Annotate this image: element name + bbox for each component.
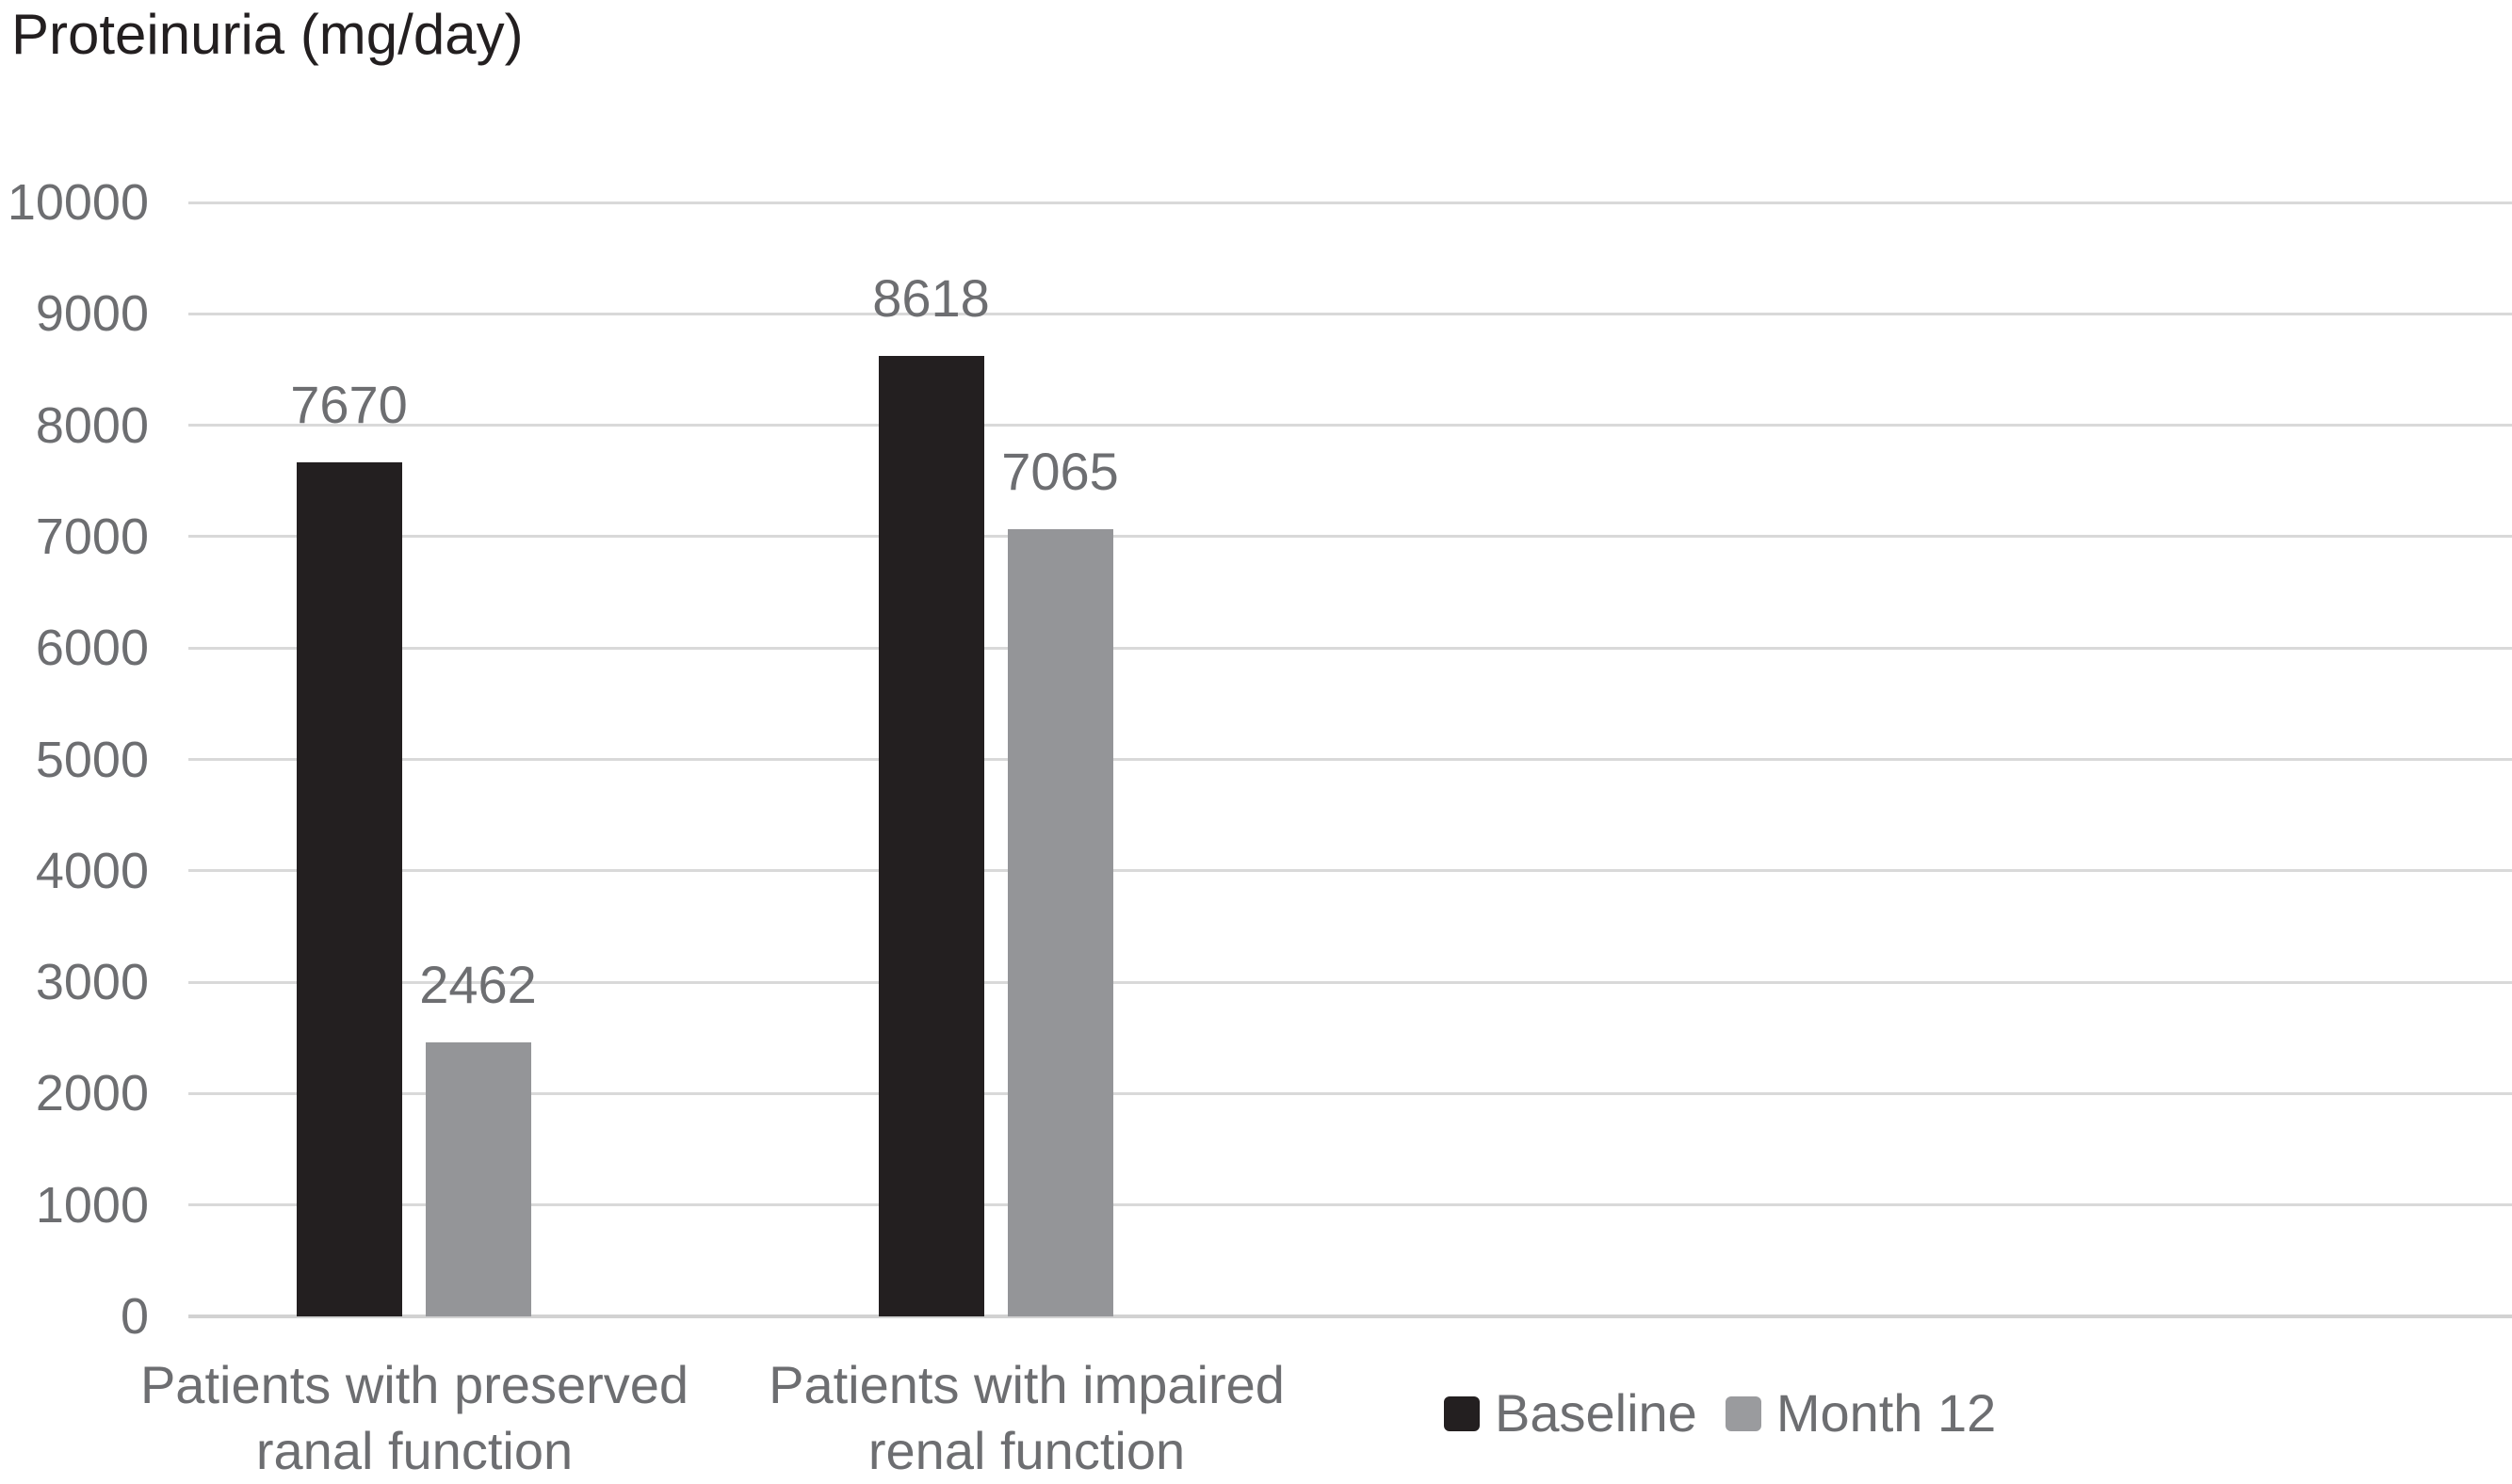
x-axis-line [188,1315,2512,1318]
gridline-9000 [188,312,2512,315]
gridline-5000 [188,758,2512,761]
y-tick-label-7000: 7000 [35,508,149,565]
legend-item-month-12: Month 12 [1725,1383,1997,1443]
bar-month-12-group2 [1007,529,1113,1316]
legend-label: Baseline [1495,1383,1697,1443]
y-tick-label-3000: 3000 [35,954,149,1011]
category-label-group2-line2: renal function [867,1421,1186,1480]
gridline-7000 [188,535,2512,539]
bar-baseline-group2 [878,356,984,1316]
bar-value-label-baseline-group1: 7670 [290,374,408,434]
category-label-group1-line1: Patients with preserved [139,1355,689,1414]
y-tick-label-4000: 4000 [35,842,149,899]
category-label-group1: Patients with preserved ranal function [28,1352,801,1484]
y-tick-label-2000: 2000 [35,1065,149,1122]
gridline-1000 [188,1203,2512,1207]
bar-baseline-group1 [296,461,402,1316]
bar-value-label-month-12-group1: 2462 [419,954,537,1014]
bar-value-label-baseline-group2: 8618 [872,268,990,329]
bar-month-12-group1 [425,1041,531,1316]
gridline-3000 [188,980,2512,984]
category-label-group2-line1: Patients with impaired [769,1355,1285,1414]
gridline-10000 [188,201,2512,204]
y-tick-label-9000: 9000 [35,285,149,343]
category-label-group1-line2: ranal function [255,1421,574,1480]
legend: Baseline Month 12 [1444,1379,1996,1448]
y-tick-label-1000: 1000 [35,1176,149,1234]
chart-title: Proteinuria (mg/day) [11,3,524,66]
gridline-2000 [188,1091,2512,1095]
category-label-group2: Patients with impaired renal function [640,1352,1413,1484]
legend-label: Month 12 [1775,1383,1997,1443]
y-tick-label-8000: 8000 [35,396,149,454]
legend-swatch-icon [1725,1395,1761,1431]
y-tick-label-5000: 5000 [35,731,149,788]
y-tick-label-10000: 10000 [7,174,149,231]
gridline-8000 [188,424,2512,427]
legend-swatch-icon [1444,1395,1480,1431]
gridline-4000 [188,869,2512,873]
bar-value-label-month-12-group2: 7065 [1001,442,1119,502]
y-tick-label-6000: 6000 [35,620,149,677]
y-tick-label-0: 0 [120,1288,149,1345]
legend-item-baseline: Baseline [1444,1384,1697,1443]
gridline-6000 [188,646,2512,650]
